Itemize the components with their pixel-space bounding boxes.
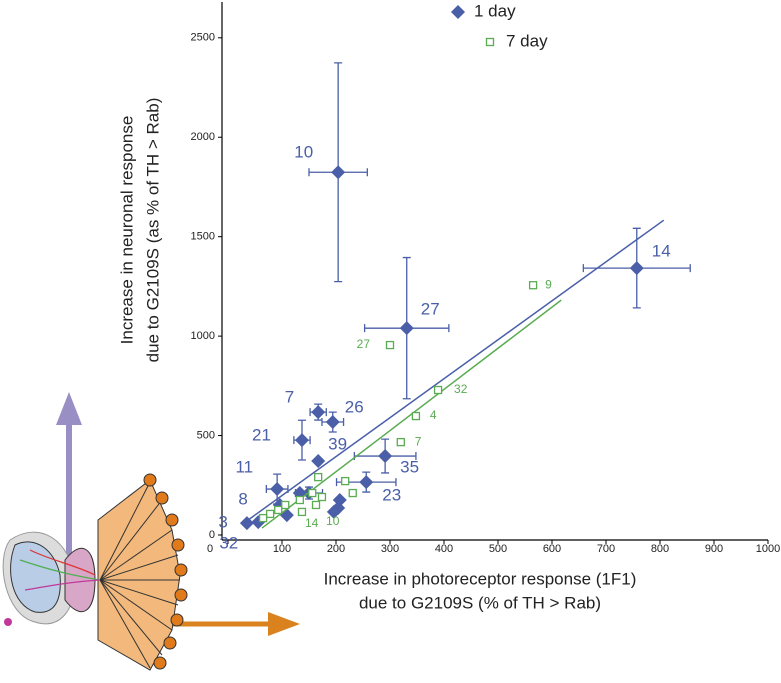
point-label: 7 <box>415 434 422 448</box>
data-point <box>295 495 304 505</box>
x-tick-label: 800 <box>651 543 669 555</box>
point-label: 7 <box>285 388 294 407</box>
data-point <box>433 385 443 395</box>
y-tick-label: 500 <box>197 429 215 441</box>
point-label: 11 <box>235 458 253 477</box>
data-point <box>239 516 254 531</box>
point-label: 9 <box>545 277 552 291</box>
point-label: 10 <box>326 514 340 528</box>
data-point <box>411 411 421 421</box>
point-label: 14 <box>652 242 671 261</box>
data-point <box>311 454 326 469</box>
data-point <box>341 476 350 486</box>
data-point <box>385 340 395 350</box>
point-label: 8 <box>238 489 247 508</box>
x-axis-label: due to G2109S (% of TH > Rab) <box>359 593 601 612</box>
data-point <box>317 492 327 502</box>
point-label: 21 <box>252 426 271 445</box>
data-point <box>311 405 326 420</box>
legend-label: 7 day <box>506 31 548 50</box>
data-point <box>311 500 321 510</box>
data-point <box>399 321 414 336</box>
data-point <box>265 509 275 519</box>
y-tick-label: 2000 <box>191 131 215 143</box>
y-tick-label: 2500 <box>191 32 215 44</box>
x-tick-label: 600 <box>543 543 561 555</box>
y-axis-label: Increase in neuronal response <box>117 116 136 345</box>
trend-line <box>247 219 665 521</box>
legend-marker <box>485 37 495 47</box>
point-label: 27 <box>421 300 440 319</box>
y-tick-label: 1000 <box>191 330 215 342</box>
data-point <box>308 488 317 498</box>
illustration <box>2 392 300 671</box>
point-label: 32 <box>219 534 238 553</box>
point-label: 23 <box>382 486 401 505</box>
data-point <box>331 165 346 180</box>
x-axis-label: Increase in photoreceptor response (1F1) <box>324 569 637 588</box>
point-label: 26 <box>345 398 364 417</box>
point-label: 14 <box>305 516 319 530</box>
point-label: 27 <box>357 337 371 351</box>
data-point <box>396 437 405 447</box>
y-axis-label: due to G2109S (as % of TH > Rab) <box>143 98 162 363</box>
data-point <box>528 281 538 290</box>
point-label: 4 <box>430 408 437 422</box>
y-tick-label: 1500 <box>191 231 215 243</box>
data-point <box>258 513 268 523</box>
data-point <box>348 488 357 498</box>
data-point <box>270 482 285 497</box>
data-point <box>629 261 644 276</box>
data-point <box>314 472 323 482</box>
legend-label: 1 day <box>474 1 516 20</box>
x-tick-label: 400 <box>435 543 453 555</box>
illustration-fibers <box>19 549 101 591</box>
x-tick-label: 100 <box>273 543 291 555</box>
legend-marker <box>451 5 465 19</box>
data-point <box>281 500 290 510</box>
x-tick-label: 200 <box>327 543 345 555</box>
data-point <box>325 415 340 430</box>
data-point <box>274 505 283 515</box>
x-tick-label: 700 <box>597 543 615 555</box>
data-point <box>294 433 309 448</box>
data-point <box>359 475 374 490</box>
trend-line <box>261 299 562 529</box>
y-tick-label: 0 <box>209 529 215 541</box>
point-label: 35 <box>400 458 419 477</box>
data-point <box>326 504 341 519</box>
data-point <box>378 449 393 464</box>
x-tick-label: 900 <box>705 543 723 555</box>
point-label: 32 <box>454 382 468 396</box>
point-label: 3 <box>218 513 227 532</box>
x-tick-label: 500 <box>489 543 507 555</box>
data-point <box>297 507 307 517</box>
x-tick-label: 0 <box>207 543 213 555</box>
x-tick-label: 1000 <box>756 543 780 555</box>
x-tick-label: 300 <box>381 543 399 555</box>
point-label: 10 <box>294 143 313 162</box>
point-label: 39 <box>328 435 347 454</box>
